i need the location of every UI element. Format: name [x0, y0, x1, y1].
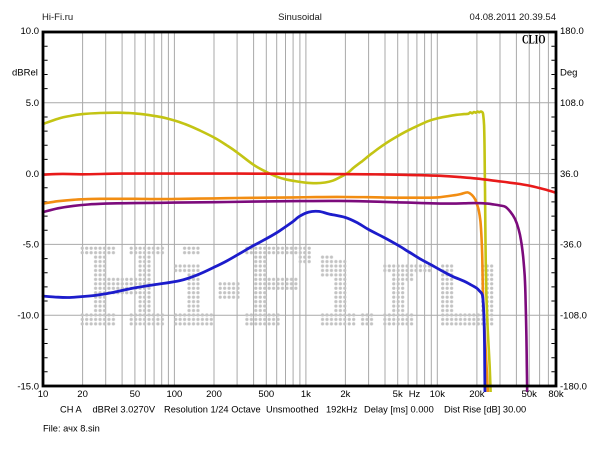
svg-text:Sinusoidal: Sinusoidal — [278, 12, 322, 23]
svg-text:192kHz: 192kHz — [326, 405, 358, 415]
svg-text:1k: 1k — [301, 389, 311, 400]
svg-text:50: 50 — [130, 389, 141, 400]
svg-text:-15.0: -15.0 — [17, 381, 39, 392]
svg-text:Hi-Fi.ru: Hi-Fi.ru — [42, 12, 73, 23]
svg-text:100: 100 — [166, 389, 182, 400]
svg-text:-10.0: -10.0 — [17, 311, 39, 322]
svg-text:Deg: Deg — [560, 67, 577, 78]
svg-text:500: 500 — [258, 389, 274, 400]
svg-text:180.0: 180.0 — [560, 26, 584, 37]
svg-text:20: 20 — [77, 389, 88, 400]
svg-text:CH A: CH A — [60, 405, 82, 415]
svg-text:10: 10 — [38, 389, 49, 400]
svg-text:10k: 10k — [430, 389, 446, 400]
svg-text:Dist Rise [dB] 30.00: Dist Rise [dB] 30.00 — [444, 405, 526, 415]
svg-text:5.0: 5.0 — [26, 98, 39, 109]
svg-text:-5.0: -5.0 — [23, 240, 39, 251]
svg-text:108.0: 108.0 — [560, 98, 584, 109]
svg-text:Resolution 1/24 Octave: Resolution 1/24 Octave — [164, 405, 261, 415]
svg-text:Hz: Hz — [409, 389, 421, 400]
svg-text:Delay [ms] 0.000: Delay [ms] 0.000 — [364, 405, 434, 415]
svg-text:0.0: 0.0 — [26, 169, 39, 180]
svg-text:-36.0: -36.0 — [560, 240, 582, 251]
svg-text:50k: 50k — [522, 389, 538, 400]
svg-text:dBRel: dBRel — [12, 67, 38, 78]
svg-text:5k: 5k — [393, 389, 403, 400]
svg-text:-180.0: -180.0 — [560, 381, 587, 392]
svg-text:CLIO: CLIO — [522, 33, 546, 47]
svg-text:20k: 20k — [469, 389, 485, 400]
svg-text:2k: 2k — [340, 389, 350, 400]
svg-text:10.0: 10.0 — [21, 26, 40, 37]
svg-text:File: ачх 8.sin: File: ачх 8.sin — [43, 424, 100, 434]
svg-text:Unsmoothed: Unsmoothed — [266, 405, 319, 415]
svg-text:-108.0: -108.0 — [560, 311, 587, 322]
svg-text:80k: 80k — [548, 389, 564, 400]
svg-text:36.0: 36.0 — [560, 169, 579, 180]
svg-text:dBRel 3.0270V: dBRel 3.0270V — [93, 405, 156, 415]
svg-text:04.08.2011 20.39.54: 04.08.2011 20.39.54 — [470, 12, 556, 23]
svg-text:200: 200 — [206, 389, 222, 400]
